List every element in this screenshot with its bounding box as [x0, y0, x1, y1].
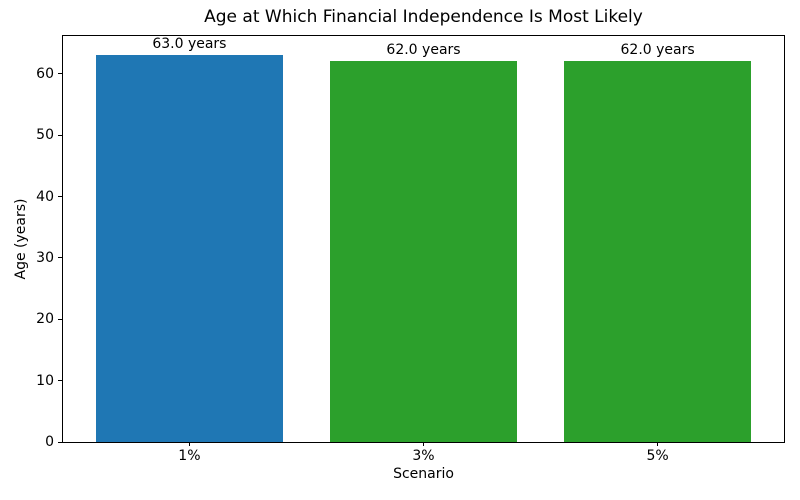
y-tick-label: 40: [36, 188, 54, 205]
x-tick-mark: [423, 442, 424, 446]
plot-area: 63.0 years 1% 62.0 years 3% 62.0 years 5% 0 10 2…: [36, 35, 785, 464]
x-tick-mark: [188, 442, 190, 446]
y-tick-label: 60: [36, 65, 54, 82]
y-tick-label: 10: [36, 372, 54, 389]
x-tick-label: 5%: [646, 448, 669, 464]
x-tick-mark: [657, 442, 659, 446]
bar-1%: [95, 55, 284, 442]
y-tick-label: 30: [36, 249, 54, 266]
y-tick-mark: [58, 380, 63, 382]
bar-value-label: 62.0 years: [620, 42, 695, 59]
bar-5%: [563, 61, 752, 442]
bar-value-label: 62.0 years: [386, 42, 461, 59]
y-tick-mark: [58, 196, 63, 197]
y-tick-mark: [58, 318, 63, 320]
x-tick-label: 3%: [412, 448, 435, 464]
bar-value-label: 63.0 years: [152, 36, 227, 53]
y-tick-label: 20: [36, 311, 54, 328]
y-axis-label: Age (years): [13, 198, 29, 280]
y-tick-label: 50: [36, 127, 54, 144]
y-tick-mark: [58, 73, 63, 75]
chart-title: Age at Which Financial Independence Is M…: [204, 7, 643, 27]
y-tick-mark: [58, 441, 63, 443]
x-tick-label: 1%: [178, 448, 201, 464]
x-axis-label: Scenario: [393, 466, 454, 482]
bar-3%: [329, 61, 518, 442]
y-tick-label: 0: [45, 434, 54, 450]
y-tick-mark: [58, 134, 63, 136]
y-tick-mark: [58, 257, 63, 259]
